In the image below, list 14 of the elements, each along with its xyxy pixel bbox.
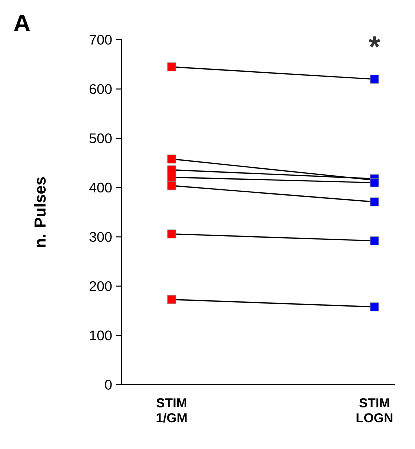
- y-axis-title: n. Pulses: [34, 177, 46, 248]
- point: [168, 154, 176, 164]
- y-tick-label: 500: [90, 134, 112, 144]
- y-tick-label: 300: [90, 232, 112, 242]
- y-tick-label: 200: [90, 281, 112, 292]
- y-tick-label: 600: [90, 84, 112, 94]
- y-tick-label: 400: [90, 182, 112, 193]
- annotation: *: [369, 36, 381, 48]
- y-tick-label: 0: [105, 380, 112, 390]
- x-tick-label: STIM 1/GM: [156, 398, 187, 423]
- y-tick-label: 700: [90, 35, 112, 45]
- y-tick-label: 100: [90, 330, 112, 341]
- chart-title: A: [14, 15, 30, 32]
- x-tick-label: STIM LOGN: [356, 398, 393, 423]
